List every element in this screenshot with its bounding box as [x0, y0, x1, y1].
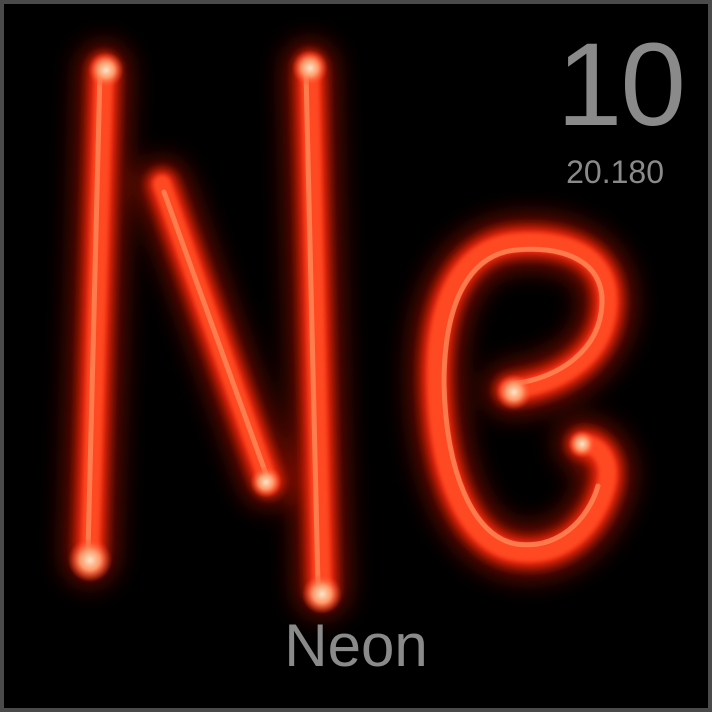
neon-tube-ne-icon	[67, 43, 631, 615]
atomic-number: 10	[556, 19, 686, 151]
element-name: Neon	[284, 612, 428, 679]
atomic-mass: 20.180	[566, 154, 664, 190]
